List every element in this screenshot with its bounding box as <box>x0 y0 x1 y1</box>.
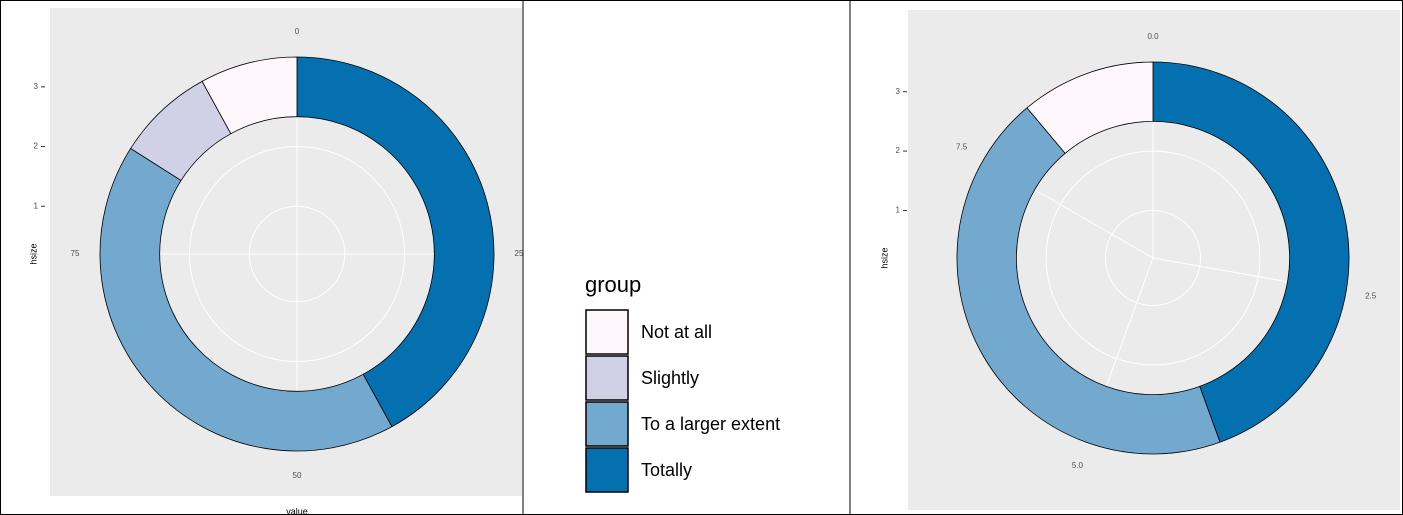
legend-label: Totally <box>641 460 692 480</box>
donut-segment <box>1026 61 1154 154</box>
theta-tick-label: 2.5 <box>1365 291 1377 300</box>
y-tick-label: 1 <box>34 201 39 210</box>
legend-key <box>585 401 629 447</box>
donut-segment <box>201 56 298 135</box>
charts: 1 2 3 0 25 50 75 hsize value 1 2 3 0.0 2.5 5.0 7.5 hsize… <box>28 8 1400 515</box>
legend-label: Not at all <box>641 322 712 342</box>
donut-segment <box>296 56 495 428</box>
legend-key <box>585 447 629 493</box>
theta-tick-label: 0.0 <box>1147 32 1159 41</box>
y-tick-label: 3 <box>896 87 901 96</box>
theta-tick-label: 5.0 <box>1072 461 1084 470</box>
y-tick-label: 2 <box>896 146 901 155</box>
legend-label: To a larger extent <box>641 414 780 434</box>
donut-segment <box>1152 61 1350 443</box>
y-axis-title: hsize <box>879 247 889 268</box>
y-tick-label: 3 <box>34 82 39 91</box>
theta-tick-label: 75 <box>71 249 80 258</box>
legend-key <box>585 355 629 401</box>
donut-segment <box>956 107 1221 455</box>
legend-title: group <box>585 272 641 297</box>
theta-tick-label: 25 <box>515 249 524 258</box>
y-tick-label: 1 <box>896 206 901 215</box>
legend-label: Slightly <box>641 368 699 388</box>
y-tick-label: 2 <box>34 142 39 151</box>
legend-key <box>585 309 629 355</box>
y-axis-title: hsize <box>28 243 38 264</box>
theta-tick-label: 7.5 <box>956 143 968 152</box>
donut-segment <box>99 147 393 452</box>
theta-tick-label: 0 <box>295 27 300 36</box>
theta-tick-label: 50 <box>293 471 302 480</box>
x-axis-title: value <box>286 506 308 515</box>
